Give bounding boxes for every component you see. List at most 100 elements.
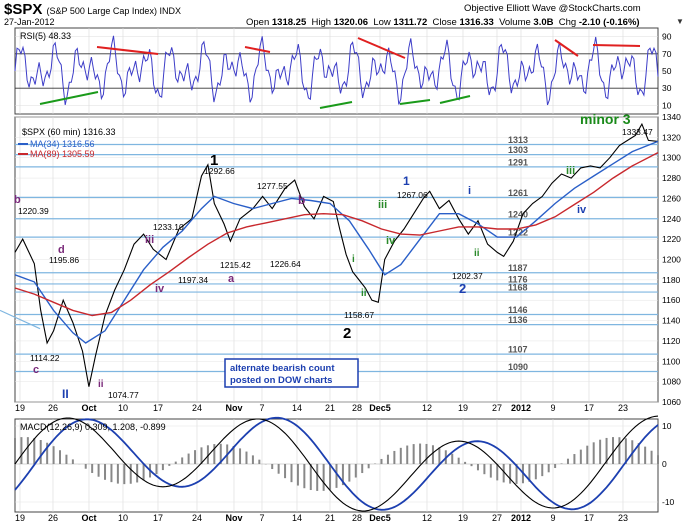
- price-tick-label: 1080: [662, 377, 681, 387]
- x-tick-label-price: 10: [118, 403, 128, 413]
- price-annotation: 1333.47: [622, 127, 653, 137]
- x-tick-label-macd: 19: [458, 513, 468, 523]
- legend-ma89: MA(89) 1305.59: [30, 149, 95, 159]
- level-label: 1168: [508, 283, 528, 293]
- price-annotation: 1220.39: [18, 206, 49, 216]
- x-tick-label-price: Oct: [81, 403, 96, 413]
- x-tick-label-price: 14: [292, 403, 302, 413]
- rsi-divergence-line: [593, 45, 640, 46]
- price-tick-label: 1200: [662, 255, 681, 265]
- price-panel: 1060 1080 1100 1120 1140 1160 1180 1200 1220 1240…: [0, 111, 681, 407]
- price-annotation: 1267.06: [397, 190, 428, 200]
- x-tick-label-price: 17: [584, 403, 594, 413]
- price-annotation: 1202.37: [452, 271, 483, 281]
- macd-title: MACD(12,26,9) 0.309, 1.208, -0.899: [20, 422, 166, 432]
- level-label: 1187: [508, 263, 528, 273]
- wave-label: iv: [577, 204, 587, 216]
- macd-tick-label: -10: [662, 497, 675, 507]
- price-tick-label: 1220: [662, 234, 681, 244]
- wave-label: 2: [343, 325, 351, 342]
- wave-label: minor 3: [580, 111, 631, 127]
- price-annotation: 1215.42: [220, 260, 251, 270]
- x-tick-label-price: 19: [458, 403, 468, 413]
- macd-panel: 10 0 -10 MACD(12,26,9) 0.309, 1.208, -0.89…: [15, 416, 675, 512]
- price-tick-label: 1280: [662, 173, 681, 183]
- macd-tick-label: 10: [662, 421, 672, 431]
- x-tick-label-macd: 7: [259, 513, 264, 523]
- x-tick-label-macd: 19: [15, 513, 25, 523]
- x-tick-label-price: 2012: [511, 403, 531, 413]
- wave-label: iv: [155, 283, 165, 295]
- x-tick-label-price: 27: [492, 403, 502, 413]
- price-annotation: 1114.22: [30, 353, 60, 363]
- wave-label: a: [228, 273, 235, 285]
- wave-label: b: [298, 193, 305, 207]
- wave-label: i: [468, 185, 471, 197]
- x-tick-label-macd: 27: [492, 513, 502, 523]
- price-annotation: 1233.10: [153, 222, 184, 232]
- price-tick-label: 1140: [662, 316, 681, 326]
- x-tick-label-macd: Dec5: [369, 513, 391, 523]
- x-tick-label-macd: 10: [118, 513, 128, 523]
- level-label: 1090: [508, 362, 528, 372]
- wave-label: II: [62, 387, 69, 401]
- legend-main-series: $SPX (60 min) 1316.33: [22, 127, 116, 137]
- x-tick-label-macd: 26: [48, 513, 58, 523]
- price-tick-label: 1240: [662, 214, 681, 224]
- rsi-tick-label: 10: [662, 100, 672, 110]
- price-tick-label: 1100: [662, 356, 681, 366]
- x-tick-label-price: 9: [550, 403, 555, 413]
- rsi-tick-label: 30: [662, 83, 672, 93]
- x-tick-label-price: 17: [153, 403, 163, 413]
- price-annotation: 1195.86: [49, 255, 79, 265]
- x-tick-label-macd: 23: [618, 513, 628, 523]
- x-tick-label-macd: 14: [292, 513, 302, 523]
- x-tick-label-price: 26: [48, 403, 58, 413]
- rsi-tick-label: 50: [662, 66, 672, 76]
- wave-label: b: [14, 194, 21, 206]
- x-tick-label-macd: 24: [192, 513, 202, 523]
- x-tick-label-price: 24: [192, 403, 202, 413]
- note-line-1: alternate bearish count: [230, 363, 335, 374]
- price-tick-label: 1120: [662, 336, 681, 346]
- price-tick-label: 1260: [662, 193, 681, 203]
- wave-label: iv: [386, 235, 396, 247]
- price-annotation: 1292.66: [204, 166, 235, 176]
- x-tick-label-macd: 2012: [511, 513, 531, 523]
- rsi-tick-label: 70: [662, 49, 672, 59]
- x-tick-label-price: 7: [259, 403, 264, 413]
- wave-label: 1: [403, 174, 410, 188]
- x-tick-label-price: Dec5: [369, 403, 391, 413]
- wave-label: c: [33, 364, 39, 376]
- price-tick-label: 1340: [662, 112, 681, 122]
- x-tick-label-macd: 17: [584, 513, 594, 523]
- note-line-2: posted on DOW charts: [230, 375, 332, 386]
- x-tick-label-price: 21: [325, 403, 335, 413]
- level-label: 1107: [508, 345, 528, 355]
- x-tick-label-price: Nov: [225, 403, 242, 413]
- x-tick-label-macd: 21: [325, 513, 335, 523]
- x-tick-label-macd: Nov: [225, 513, 242, 523]
- level-label: 1291: [508, 157, 528, 167]
- x-tick-label-macd: 28: [352, 513, 362, 523]
- price-annotation: 1226.64: [270, 259, 301, 269]
- level-label: 1136: [508, 315, 528, 325]
- level-label: 1303: [508, 145, 528, 155]
- rsi-title: RSI(5) 48.33: [20, 31, 71, 41]
- x-tick-label-price: 28: [352, 403, 362, 413]
- alternate-count-note: alternate bearish count posted on DOW ch…: [225, 359, 358, 387]
- price-tick-label: 1180: [662, 275, 681, 285]
- price-tick-label: 1300: [662, 153, 681, 163]
- price-tick-label: 1160: [662, 295, 681, 305]
- legend-ma34: MA(34) 1316.56: [30, 139, 95, 149]
- wave-label: iii: [378, 199, 387, 211]
- x-tick-label-price: 23: [618, 403, 628, 413]
- level-label: 1313: [508, 135, 528, 145]
- price-annotation: 1074.77: [108, 390, 139, 400]
- price-tick-label: 1320: [662, 132, 681, 142]
- rsi-tick-label: 90: [662, 32, 672, 42]
- price-tick-label: 1060: [662, 397, 681, 407]
- x-tick-label-macd: Oct: [81, 513, 96, 523]
- price-annotation: 1197.34: [178, 275, 208, 285]
